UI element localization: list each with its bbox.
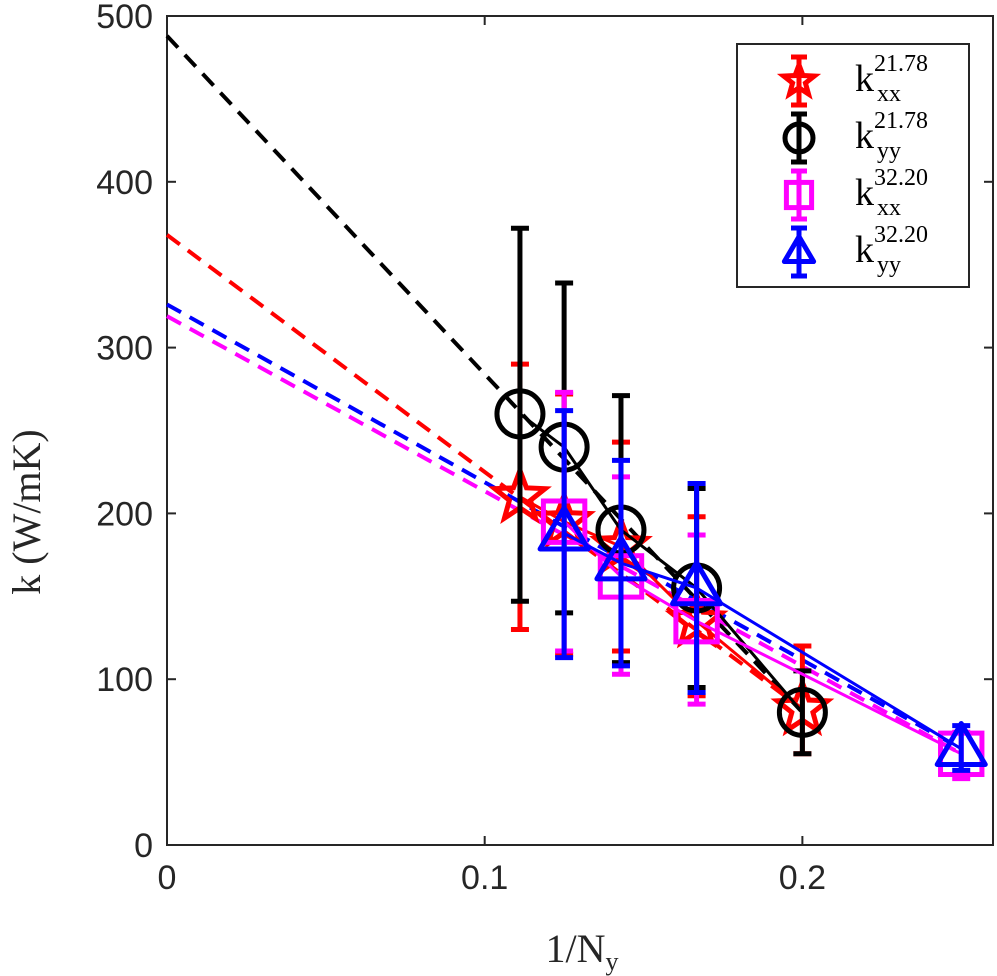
legend-label-base: k [855,172,874,214]
legend-label-sub: yy [877,252,901,278]
series-line-3 [563,531,963,751]
x-tick-label: 0.2 [779,859,826,897]
series-3 [537,408,988,773]
axis-labels: k (W/mK) 1/Ny [4,429,619,976]
data-point [594,535,648,582]
legend-label-base: k [855,115,874,157]
x-tick-label: 0.1 [461,859,508,897]
x-tick-label: 0 [158,859,177,897]
series-1 [494,225,828,757]
y-tick-label: 200 [96,495,153,533]
legend-marker [782,121,816,155]
legend-label-sub: yy [877,138,901,164]
legend-label-sup: 32.20 [874,165,928,191]
axes: 0 100 200 300 400 500 0 0.1 0.2 [96,0,994,897]
data-point [537,505,591,552]
legend-label: k32.20 xx [855,165,928,221]
legend-label-sup: 32.20 [874,222,928,248]
data-point [670,560,724,607]
y-axis-label: k (W/mK) [4,429,49,595]
axes-box [166,15,994,846]
data-point [934,721,988,768]
legend-marker [781,234,817,265]
legend-label-sup: 21.78 [874,108,928,134]
y-tick-label: 500 [96,0,153,36]
legend-marker [783,179,815,211]
x-axis-label: 1/Ny [546,926,619,976]
x-axis-label-base: 1/N [546,926,606,971]
legend-box [736,43,970,288]
data-point [494,388,546,440]
legend-label-base: k [855,58,874,100]
legend-label: k21.78 xx [855,51,928,107]
legend-label-sup: 21.78 [874,51,928,77]
y-tick-label: 400 [96,164,153,202]
legend-marker [776,57,822,100]
legend-label-sub: xx [877,81,901,107]
legend-label: k32.20 yy [855,222,928,278]
y-tick-label: 300 [96,330,153,368]
x-axis-label-sub: y [606,947,619,976]
y-tick-label: 0 [134,827,153,865]
legend-label-base: k [855,229,874,271]
data-point [776,686,828,738]
y-tick-label: 100 [96,661,153,699]
series-layer [165,34,988,782]
legend-label: k21.78 yy [855,108,928,164]
legend-label-sub: xx [877,195,901,221]
